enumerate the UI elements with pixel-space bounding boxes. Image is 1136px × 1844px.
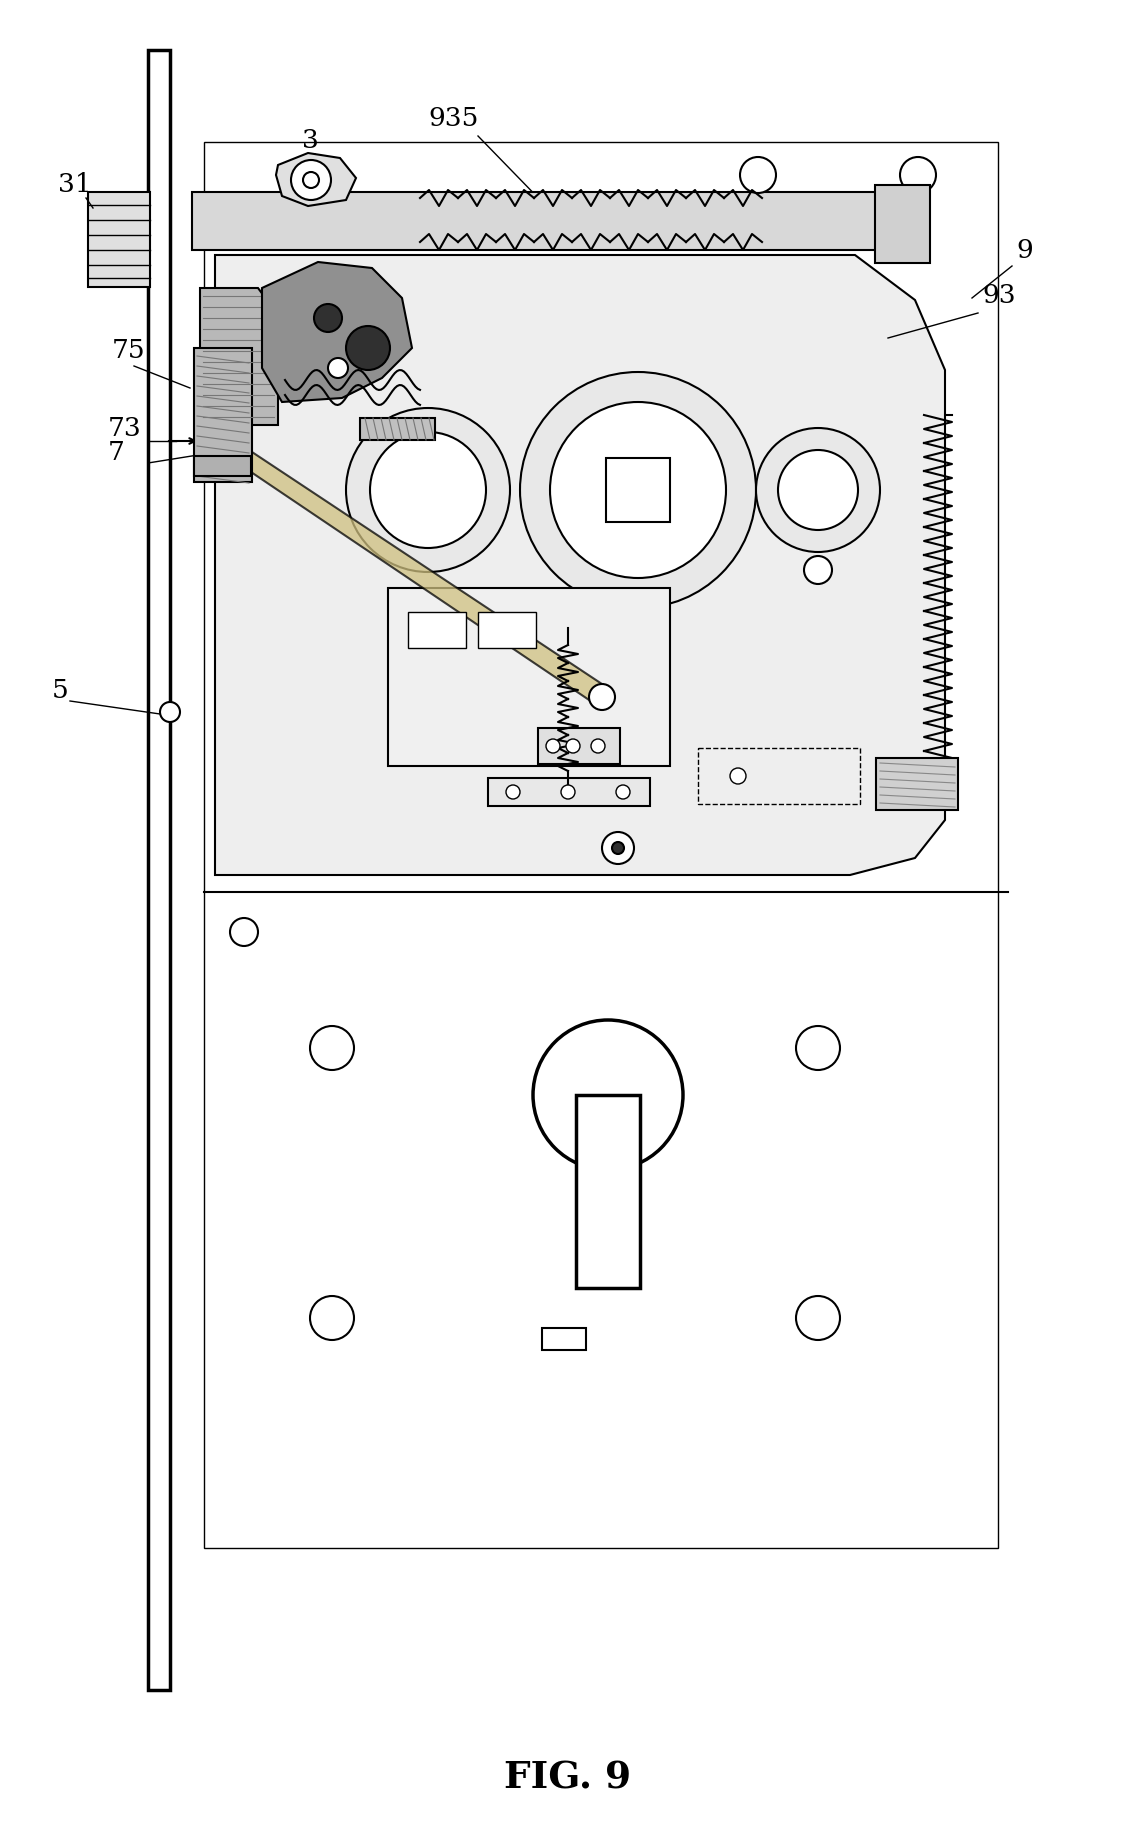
Bar: [542, 1328, 586, 1350]
Circle shape: [546, 739, 560, 752]
Circle shape: [346, 326, 390, 371]
Text: 7: 7: [108, 441, 125, 465]
Circle shape: [291, 160, 331, 199]
Circle shape: [229, 918, 258, 946]
Polygon shape: [215, 254, 945, 876]
Text: 31: 31: [58, 171, 92, 197]
Circle shape: [550, 402, 726, 577]
Circle shape: [796, 1025, 840, 1070]
Circle shape: [520, 372, 755, 609]
Bar: [605, 457, 670, 522]
Circle shape: [314, 304, 342, 332]
Bar: [192, 129, 1010, 1560]
Text: FIG. 9: FIG. 9: [504, 1759, 632, 1796]
Circle shape: [616, 786, 630, 798]
Circle shape: [566, 739, 580, 752]
Circle shape: [588, 684, 615, 710]
Text: 3: 3: [302, 127, 319, 153]
Text: 935: 935: [428, 105, 478, 131]
Polygon shape: [194, 349, 252, 481]
Circle shape: [328, 358, 348, 378]
Bar: [148, 50, 170, 1689]
Circle shape: [506, 786, 520, 798]
Text: 75: 75: [112, 337, 145, 363]
Bar: [875, 184, 930, 264]
Circle shape: [804, 557, 832, 585]
Bar: [389, 588, 670, 765]
Text: 5: 5: [52, 679, 69, 703]
Circle shape: [602, 832, 634, 865]
Circle shape: [370, 431, 486, 548]
Circle shape: [755, 428, 880, 551]
Polygon shape: [576, 1095, 640, 1287]
Bar: [478, 612, 536, 647]
Bar: [204, 142, 999, 1547]
Circle shape: [778, 450, 858, 529]
Bar: [876, 758, 958, 810]
Circle shape: [900, 157, 936, 194]
Polygon shape: [276, 153, 356, 207]
Bar: [408, 612, 466, 647]
Text: 93: 93: [982, 282, 1016, 308]
Bar: [698, 749, 860, 804]
Text: 9: 9: [1016, 238, 1033, 264]
Bar: [87, 192, 150, 288]
Circle shape: [310, 1025, 354, 1070]
Circle shape: [730, 767, 746, 784]
Circle shape: [612, 843, 624, 854]
Bar: [192, 192, 892, 251]
Circle shape: [303, 171, 319, 188]
Circle shape: [561, 786, 575, 798]
Circle shape: [533, 1020, 683, 1169]
Bar: [360, 419, 435, 441]
Polygon shape: [262, 262, 412, 402]
Circle shape: [310, 1296, 354, 1341]
Polygon shape: [200, 288, 278, 424]
Bar: [488, 778, 650, 806]
Circle shape: [796, 1296, 840, 1341]
Circle shape: [346, 408, 510, 572]
Bar: [194, 455, 251, 476]
Circle shape: [740, 157, 776, 194]
Text: 73: 73: [108, 417, 142, 441]
Bar: [538, 728, 620, 763]
Polygon shape: [195, 439, 608, 706]
Circle shape: [591, 739, 605, 752]
Circle shape: [160, 703, 179, 723]
